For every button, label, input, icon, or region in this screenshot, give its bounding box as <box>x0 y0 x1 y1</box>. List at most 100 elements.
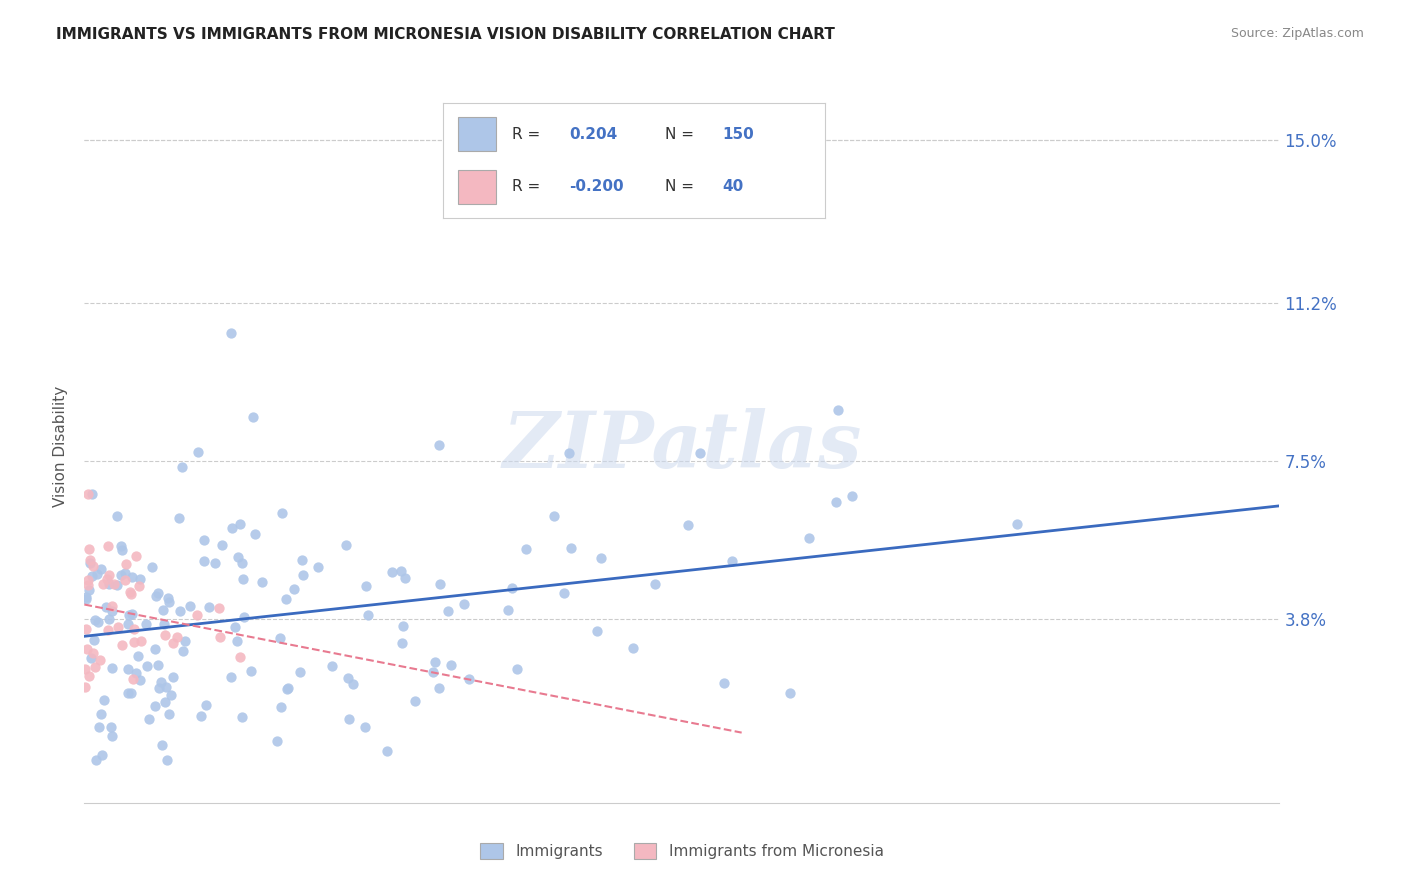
Point <box>155 680 177 694</box>
Point <box>90 747 112 762</box>
Point <box>129 572 152 586</box>
Legend: Immigrants, Immigrants from Micronesia: Immigrants, Immigrants from Micronesia <box>472 835 891 866</box>
Point <box>105 508 128 523</box>
Point <box>558 446 581 460</box>
Point <box>233 610 256 624</box>
Point <box>122 635 145 649</box>
Point <box>97 577 120 591</box>
Point <box>121 607 143 621</box>
Point <box>354 578 377 592</box>
Point <box>799 531 821 545</box>
Point <box>271 507 294 521</box>
Point <box>231 556 253 570</box>
Point <box>75 661 97 675</box>
Point <box>404 694 426 708</box>
Point <box>198 600 221 615</box>
Point <box>105 578 128 592</box>
Point <box>589 551 612 566</box>
Point <box>515 541 537 556</box>
Point <box>77 583 100 598</box>
Point <box>321 659 343 673</box>
Point <box>87 720 110 734</box>
Point <box>156 753 179 767</box>
Point <box>97 568 120 582</box>
Point <box>422 665 444 679</box>
Point <box>204 556 226 570</box>
Point <box>224 620 246 634</box>
Point <box>82 558 104 573</box>
Point <box>117 662 139 676</box>
Point <box>153 695 176 709</box>
Point <box>437 604 460 618</box>
Point <box>79 553 101 567</box>
Point <box>354 720 377 734</box>
Point <box>135 616 157 631</box>
Point <box>80 651 103 665</box>
Point <box>153 628 176 642</box>
Point <box>221 670 243 684</box>
Point <box>427 438 450 452</box>
Point <box>96 572 118 586</box>
Point <box>676 517 699 532</box>
Point <box>84 753 107 767</box>
Point <box>187 444 209 458</box>
Point <box>83 632 105 647</box>
Point <box>179 599 201 613</box>
Point <box>337 671 360 685</box>
Point <box>77 573 100 587</box>
Point <box>82 569 104 583</box>
Point <box>80 487 103 501</box>
Point <box>77 542 100 557</box>
Point <box>121 672 143 686</box>
Point <box>100 730 122 744</box>
Point <box>779 686 801 700</box>
Point <box>394 571 416 585</box>
Point <box>157 591 180 605</box>
Point <box>335 538 357 552</box>
Point <box>208 631 231 645</box>
Point <box>689 446 711 460</box>
Point <box>291 553 314 567</box>
Point <box>291 568 314 582</box>
Point <box>141 560 163 574</box>
Point <box>644 577 666 591</box>
Point <box>90 562 112 576</box>
Point <box>79 556 101 570</box>
Point <box>98 612 121 626</box>
Point <box>501 581 523 595</box>
Point <box>498 603 520 617</box>
Point <box>429 681 451 695</box>
Point <box>145 589 167 603</box>
Point <box>232 572 254 586</box>
Point <box>276 681 298 696</box>
Point <box>150 675 173 690</box>
Point <box>391 564 413 578</box>
Point <box>76 487 98 501</box>
Text: Source: ZipAtlas.com: Source: ZipAtlas.com <box>1230 27 1364 40</box>
Point <box>221 521 243 535</box>
Point <box>193 554 215 568</box>
Point <box>211 538 233 552</box>
Point <box>82 646 104 660</box>
Point <box>290 665 312 679</box>
Point <box>713 676 735 690</box>
Point <box>96 600 118 615</box>
Point <box>240 664 263 678</box>
Point <box>75 590 97 604</box>
Point <box>169 511 191 525</box>
Point <box>117 686 139 700</box>
Point <box>101 661 124 675</box>
Point <box>75 622 97 636</box>
Point <box>114 566 136 580</box>
Point <box>157 595 180 609</box>
Text: IMMIGRANTS VS IMMIGRANTS FROM MICRONESIA VISION DISABILITY CORRELATION CHART: IMMIGRANTS VS IMMIGRANTS FROM MICRONESIA… <box>56 27 835 42</box>
Point <box>166 630 188 644</box>
Point <box>242 409 264 424</box>
Point <box>83 613 105 627</box>
Point <box>453 597 475 611</box>
Point <box>125 549 148 563</box>
Point <box>93 693 115 707</box>
Point <box>89 653 111 667</box>
Point <box>86 567 108 582</box>
Point <box>146 657 169 672</box>
